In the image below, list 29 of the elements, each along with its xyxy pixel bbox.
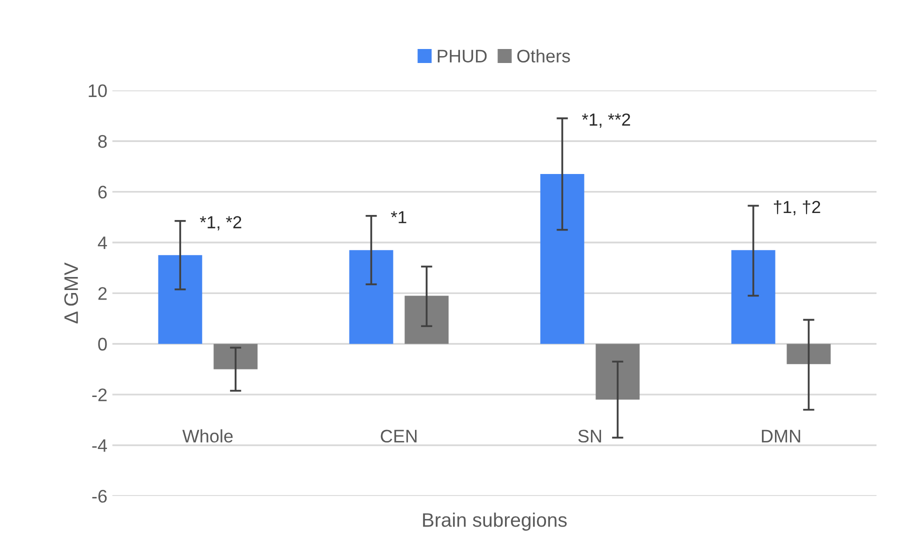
x-axis-title: Brain subregions [423,512,567,531]
y-tick-label: -4 [92,439,107,452]
x-tick-label: DMN [762,430,800,442]
y-tick-label: 6 [98,186,107,199]
bar [158,255,202,344]
y-tick-label: 2 [98,287,107,300]
bar [596,344,640,400]
y-tick-label: -6 [92,490,107,503]
annotation: *1, **2 [582,113,630,128]
y-tick-label: 4 [98,236,107,250]
y-tick-label: -2 [92,388,107,402]
legend-label: PHUD [438,50,487,62]
bar [540,174,584,344]
bar [786,344,831,364]
x-tick-label: SN [578,430,602,443]
y-tick-label: 0 [98,338,107,351]
y-tick-label: 10 [88,84,107,98]
annotation: *1 [390,211,406,224]
bar [214,344,258,370]
annotation: †1, †2 [774,200,820,216]
x-tick-label: Whole [182,429,233,443]
legend-label: Others [517,49,570,62]
bar [731,250,776,344]
bar [349,250,394,344]
x-tick-label: CEN [380,430,417,443]
y-tick-label: 8 [98,135,107,148]
bar [404,296,449,344]
y-axis-title: Δ GMV [64,262,78,324]
annotation: *1, *2 [200,216,242,230]
